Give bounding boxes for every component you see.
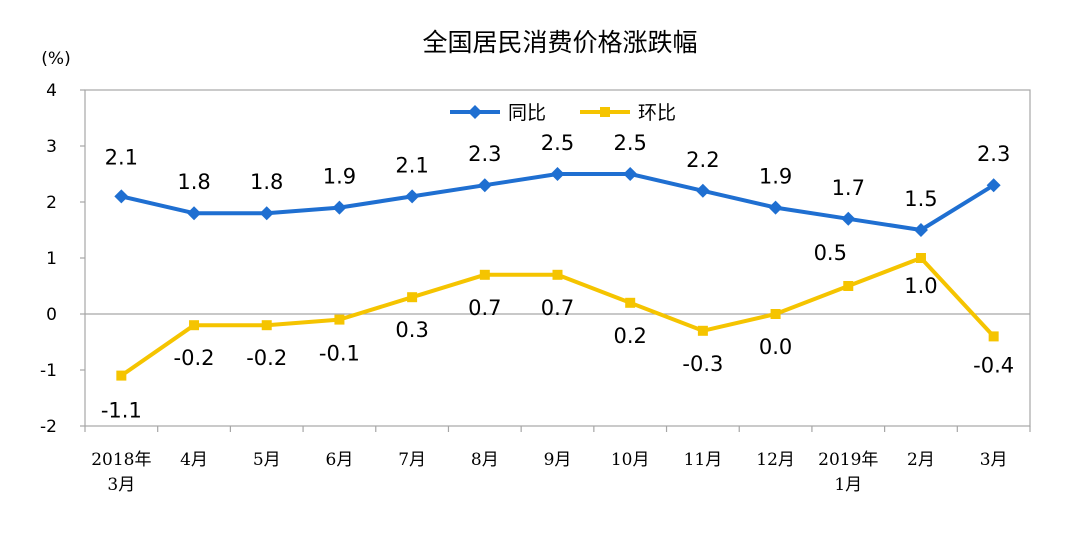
series-mom: -1.1 -0.2 -0.2 -0.1 0.3 0.7 0.7 0.2 -0.3 0.0 0.5 1.… — [101, 241, 1014, 423]
data-point — [913, 223, 928, 237]
data-label: 0.7 — [541, 296, 574, 320]
y-tick-label: 1 — [46, 249, 57, 269]
x-axis-ticks: 2018年 3月 4月 5月 6月 7月 8月 9月 10月 11月 12月 2019年 1月 2月 3月 — [84, 426, 1031, 495]
x-tick-label: 7月 — [398, 450, 426, 470]
data-label: -0.1 — [319, 342, 360, 366]
x-tick-label: 2018年 — [91, 450, 151, 470]
y-tick-label: 4 — [46, 81, 57, 101]
data-point — [841, 211, 856, 226]
data-point — [768, 200, 783, 215]
data-label: -0.3 — [682, 352, 723, 376]
data-point — [625, 297, 636, 308]
data-label: 2.3 — [468, 142, 501, 166]
data-point — [407, 292, 418, 303]
data-label: -1.1 — [101, 399, 142, 423]
data-label: 0.2 — [613, 324, 646, 348]
data-point — [552, 269, 563, 280]
data-point — [986, 178, 1001, 193]
data-point — [623, 167, 638, 181]
data-point — [114, 189, 129, 204]
data-point — [405, 189, 420, 204]
data-label: 2.1 — [395, 153, 428, 177]
legend: 同比 环比 — [450, 102, 676, 124]
data-point — [187, 206, 202, 221]
x-tick-label: 3月 — [980, 450, 1008, 470]
data-point — [915, 253, 926, 263]
data-label: 1.7 — [832, 176, 865, 200]
data-label: 1.8 — [177, 170, 210, 194]
data-point — [695, 183, 710, 198]
data-point — [479, 269, 490, 280]
data-point — [332, 200, 347, 215]
x-tick-label: 8月 — [471, 450, 499, 470]
y-tick-label: -1 — [40, 361, 57, 381]
data-label: -0.2 — [174, 346, 215, 370]
data-point — [261, 320, 272, 331]
data-point — [988, 331, 999, 342]
legend-label: 同比 — [508, 102, 546, 124]
x-tick-label: 12月 — [756, 450, 795, 470]
x-tick-label: 1月 — [834, 475, 862, 495]
data-label: 2.5 — [541, 131, 574, 155]
data-point — [550, 167, 565, 181]
data-label: 0.0 — [759, 335, 792, 359]
data-label: 1.9 — [759, 165, 792, 189]
data-point — [697, 325, 708, 336]
data-label: 0.5 — [814, 241, 847, 265]
y-unit-label: (%) — [41, 49, 70, 69]
data-point — [259, 206, 274, 221]
data-label: -0.4 — [973, 353, 1014, 377]
series-layer: 2.1 1.8 1.8 1.9 2.1 2.3 2.5 2.5 2.2 1.9 1.7 1.5 2.3 -… — [101, 131, 1014, 423]
data-label: 1.5 — [904, 187, 937, 211]
x-tick-label: 2月 — [907, 450, 935, 470]
data-label: 1.8 — [250, 170, 283, 194]
x-tick-label: 3月 — [107, 475, 135, 495]
data-point — [477, 178, 492, 193]
x-tick-label: 4月 — [180, 450, 208, 470]
y-axis-ticks: 4 3 2 1 0 -1 -2 — [40, 81, 85, 437]
x-tick-label: 2019年 — [818, 450, 878, 470]
data-point — [334, 314, 345, 325]
data-label: 1.9 — [323, 165, 356, 189]
x-tick-label: 11月 — [684, 450, 723, 470]
data-point — [770, 309, 781, 319]
x-tick-label: 9月 — [544, 450, 572, 470]
data-point — [600, 107, 610, 117]
data-label: 2.3 — [977, 142, 1010, 166]
chart-title: 全国居民消费价格涨跌幅 — [422, 28, 697, 57]
data-label: 2.5 — [613, 131, 646, 155]
x-tick-label: 6月 — [326, 450, 354, 470]
y-tick-label: 0 — [46, 305, 57, 325]
data-label: -0.2 — [246, 346, 287, 370]
legend-label: 环比 — [638, 102, 676, 124]
y-tick-label: 2 — [46, 193, 57, 213]
data-label: 2.1 — [105, 145, 138, 169]
y-tick-label: -2 — [40, 417, 57, 437]
x-tick-label: 10月 — [611, 450, 650, 470]
y-tick-label: 3 — [46, 137, 57, 157]
data-label: 0.3 — [395, 318, 428, 342]
data-point — [468, 105, 482, 119]
data-label: 1.0 — [904, 274, 937, 298]
data-label: 0.7 — [468, 296, 501, 320]
data-label: 2.2 — [686, 148, 719, 172]
data-point — [843, 281, 854, 291]
series-yoy: 2.1 1.8 1.8 1.9 2.1 2.3 2.5 2.5 2.2 1.9 1.7 1.5 2.3 — [105, 131, 1010, 237]
data-point — [189, 320, 200, 331]
data-point — [116, 370, 127, 381]
x-tick-label: 5月 — [253, 450, 281, 470]
